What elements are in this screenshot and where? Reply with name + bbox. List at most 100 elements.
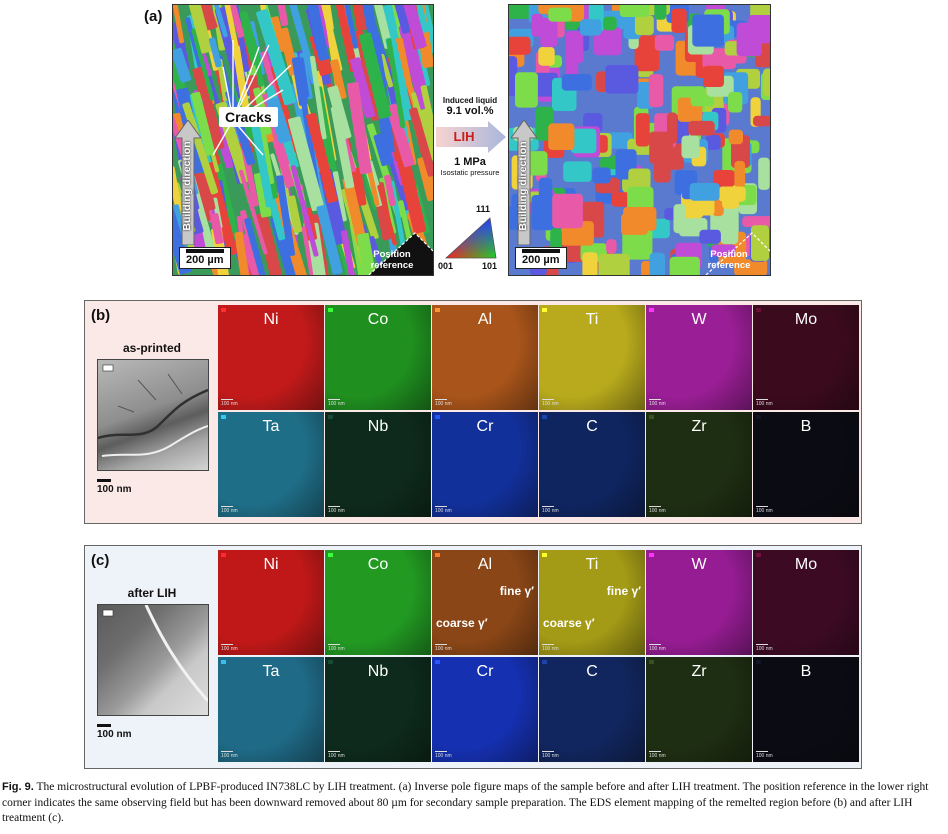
eds-map-co: Co 100 nm	[325, 305, 431, 410]
grain	[198, 172, 216, 211]
grain	[385, 5, 398, 31]
eds-map-co: Co 100 nm	[325, 550, 431, 655]
grain	[563, 161, 592, 182]
grain	[673, 204, 686, 234]
tile-scale-bar: 100 nm	[328, 646, 345, 652]
grain	[276, 175, 296, 257]
grain	[634, 35, 660, 72]
grain	[606, 239, 617, 254]
grain	[330, 106, 355, 189]
grain	[241, 148, 259, 207]
grain	[275, 5, 289, 27]
grain	[394, 5, 413, 34]
grain	[239, 169, 268, 255]
eds-map-mo: Mo 100 nm	[753, 305, 859, 410]
grain	[379, 53, 394, 88]
eds-map-ti: Ti 100 nm	[539, 305, 645, 410]
tile-scale-bar: 100 nm	[649, 646, 666, 652]
grain	[648, 74, 664, 108]
grain	[319, 5, 334, 31]
grain	[699, 229, 721, 244]
grain	[173, 166, 182, 211]
grain	[509, 36, 531, 55]
grain	[598, 253, 630, 275]
element-label: Ti	[585, 311, 599, 328]
grain	[409, 107, 433, 177]
ipf-color-legend	[444, 217, 497, 259]
grain	[287, 116, 325, 212]
eds-map-w: W 100 nm	[646, 305, 752, 410]
fine-gamma-prime-label: fine γ′	[499, 584, 534, 598]
eds-grid-b: Ni 100 nm Co 100 nm Al 100 nm Ti 100 nm W 100 nm M…	[218, 305, 859, 517]
tem-scale-c: 100 nm	[97, 724, 131, 740]
grain	[332, 171, 347, 222]
grain	[688, 120, 715, 136]
tile-scale-bar: 100 nm	[756, 508, 773, 514]
grain	[190, 91, 216, 156]
element-label: Ta	[262, 663, 280, 680]
grain	[210, 213, 224, 245]
element-label: Mo	[794, 556, 818, 573]
cracks-label: Cracks	[219, 107, 278, 127]
grain	[256, 9, 297, 106]
eds-map-mo: Mo 100 nm	[753, 550, 859, 655]
fine-gamma-prime-label: fine γ′	[606, 584, 641, 598]
tile-scale-bar: 100 nm	[221, 401, 238, 407]
grain	[552, 193, 583, 229]
grain	[531, 13, 543, 37]
grain	[244, 217, 268, 275]
tile-scale-bar: 100 nm	[435, 646, 452, 652]
eds-map-ni: Ni 100 nm	[218, 305, 324, 410]
element-label: B	[800, 418, 812, 435]
grain	[193, 5, 218, 31]
grain	[221, 5, 245, 38]
grain	[628, 168, 651, 190]
grain	[208, 37, 222, 68]
lih-arrow: LIH	[432, 121, 508, 153]
grain	[736, 22, 762, 57]
eds-map-cr: Cr 100 nm	[432, 657, 538, 762]
grain	[634, 15, 654, 36]
ipf-map-after: Building direction 200 µm Position refer…	[508, 4, 771, 276]
grain	[548, 7, 572, 22]
element-label: W	[691, 556, 707, 573]
grain	[316, 204, 343, 275]
grain	[763, 68, 770, 97]
element-label: Mo	[794, 311, 818, 328]
element-label: Zr	[691, 663, 707, 680]
channel-chip-icon	[328, 660, 333, 664]
grain	[335, 5, 359, 49]
up-arrow-icon	[175, 120, 201, 245]
grain	[365, 162, 380, 206]
coarse-gamma-prime-label: coarse γ′	[436, 616, 488, 630]
element-label: Al	[477, 556, 493, 573]
grain	[728, 129, 743, 145]
tile-scale-bar: 100 nm	[649, 508, 666, 514]
channel-chip-icon	[435, 308, 440, 312]
grain	[192, 66, 225, 151]
grain	[734, 160, 746, 188]
grain	[548, 123, 575, 150]
building-direction-label: Building direction	[181, 141, 193, 231]
tem-title-c: after LIH	[127, 586, 177, 600]
grain	[758, 157, 770, 190]
grain	[300, 99, 320, 189]
eds-map-ti: Ti 100 nm fine γ′ coarse γ′	[539, 550, 645, 655]
figure-caption: Fig. 9. The microstructural evolution of…	[2, 780, 944, 827]
channel-chip-icon	[221, 660, 226, 664]
channel-chip-icon	[542, 660, 547, 664]
grain	[619, 5, 650, 17]
grain	[579, 19, 602, 36]
element-label: Cr	[476, 418, 494, 435]
grain	[753, 115, 770, 127]
eds-map-zr: Zr 100 nm	[646, 412, 752, 517]
channel-chip-icon	[435, 660, 440, 664]
grain	[386, 38, 406, 129]
eds-map-nb: Nb 100 nm	[325, 657, 431, 762]
scale-bar-before: 200 µm	[179, 247, 231, 269]
grain	[654, 5, 667, 20]
grain	[290, 165, 319, 257]
position-reference-before: Position reference	[355, 227, 433, 275]
grain	[681, 135, 700, 159]
grain	[396, 5, 427, 50]
